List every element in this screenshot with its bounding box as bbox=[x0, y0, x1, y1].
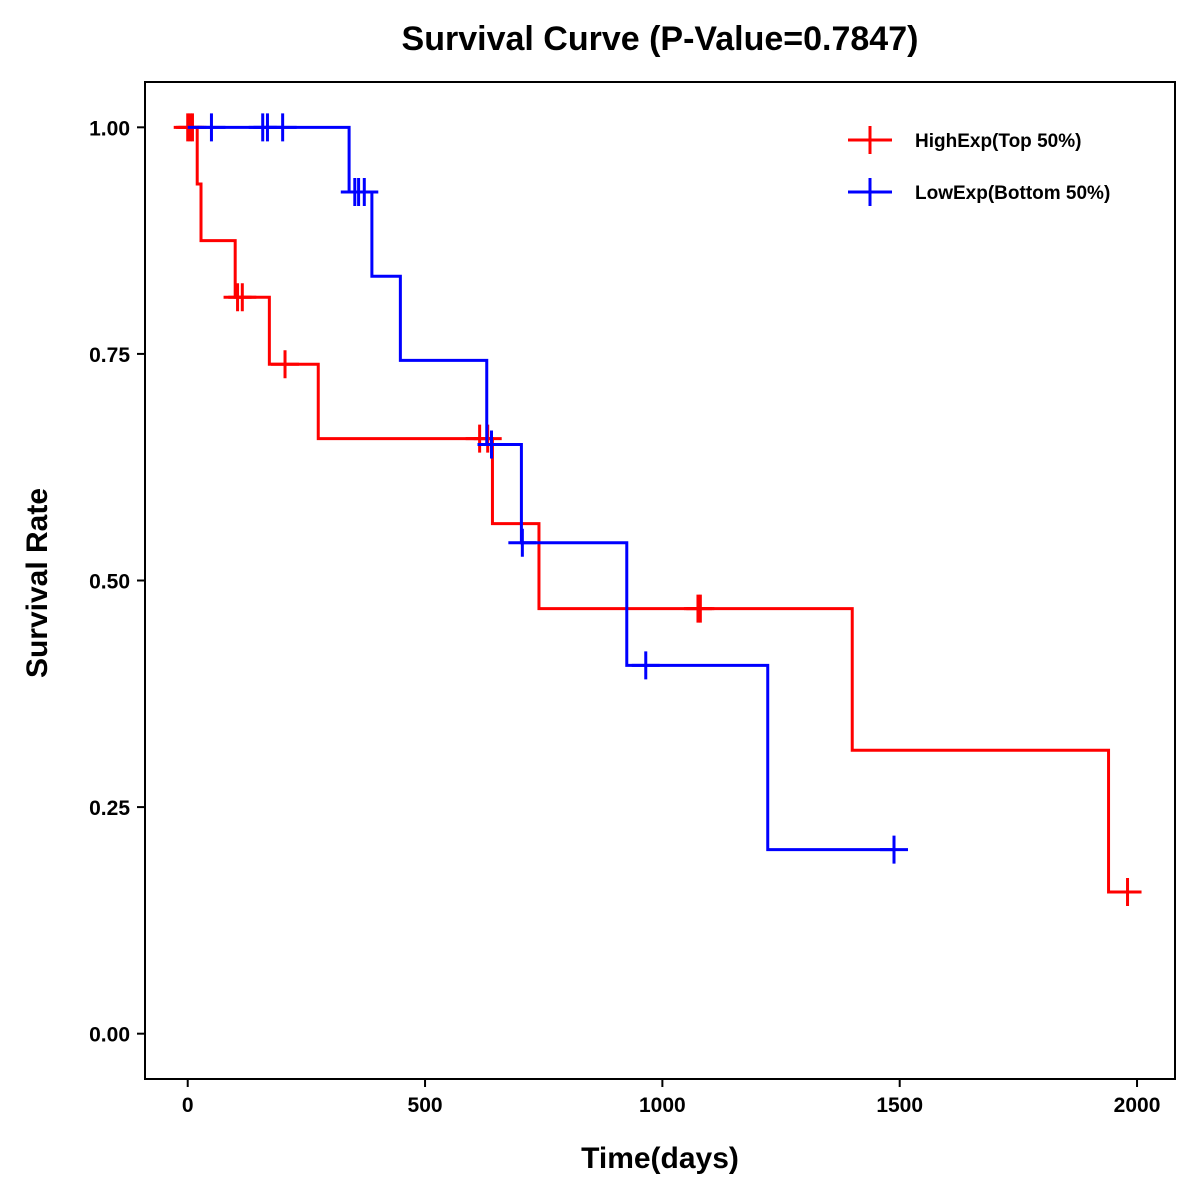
x-tick-label: 0 bbox=[182, 1094, 194, 1117]
x-tick-label: 500 bbox=[408, 1094, 443, 1117]
y-tick-label: 1.00 bbox=[89, 117, 130, 140]
y-tick-label: 0.25 bbox=[89, 797, 130, 820]
chart-title: Survival Curve (P-Value=0.7847) bbox=[402, 20, 919, 58]
x-tick-label: 2000 bbox=[1114, 1094, 1161, 1117]
y-tick-label: 0.75 bbox=[89, 344, 130, 367]
x-axis: 0 500 1000 1500 2000 bbox=[182, 1079, 1161, 1117]
survival-curve bbox=[187, 125, 1128, 894]
legend-item: LowExp(Bottom 50%) bbox=[848, 178, 1110, 206]
censor-mark bbox=[477, 430, 506, 459]
censor-mark bbox=[686, 594, 715, 623]
censor-mark bbox=[508, 528, 537, 557]
plot-frame bbox=[144, 81, 1176, 1080]
curves bbox=[173, 113, 1142, 907]
legend-swatch bbox=[848, 126, 892, 154]
legend-label: HighExp(Top 50%) bbox=[915, 131, 1081, 152]
series-0 bbox=[173, 113, 1142, 907]
censor-mark bbox=[271, 350, 300, 379]
censor-mark bbox=[1113, 878, 1142, 907]
x-axis-label: Time(days) bbox=[581, 1142, 739, 1175]
series-1 bbox=[187, 113, 909, 864]
y-tick-label: 0.50 bbox=[89, 571, 130, 594]
legend-label: LowExp(Bottom 50%) bbox=[915, 183, 1110, 204]
y-axis: 0.00 0.25 0.50 0.75 1.00 bbox=[89, 117, 145, 1047]
y-tick-label: 0.00 bbox=[89, 1024, 130, 1047]
censor-mark bbox=[197, 113, 226, 142]
x-tick-label: 1000 bbox=[639, 1094, 686, 1117]
y-axis-label: Survival Rate bbox=[21, 488, 54, 678]
legend-swatch bbox=[848, 178, 892, 206]
censor-mark bbox=[880, 835, 909, 864]
legend-item: HighExp(Top 50%) bbox=[848, 126, 1081, 154]
censor-mark bbox=[631, 651, 660, 680]
legend: HighExp(Top 50%) LowExp(Bottom 50%) bbox=[848, 126, 1110, 206]
censor-mark bbox=[350, 178, 379, 207]
censor-mark bbox=[268, 113, 297, 142]
censor-mark bbox=[228, 283, 257, 312]
x-tick-label: 1500 bbox=[876, 1094, 923, 1117]
survival-curve bbox=[187, 125, 895, 852]
